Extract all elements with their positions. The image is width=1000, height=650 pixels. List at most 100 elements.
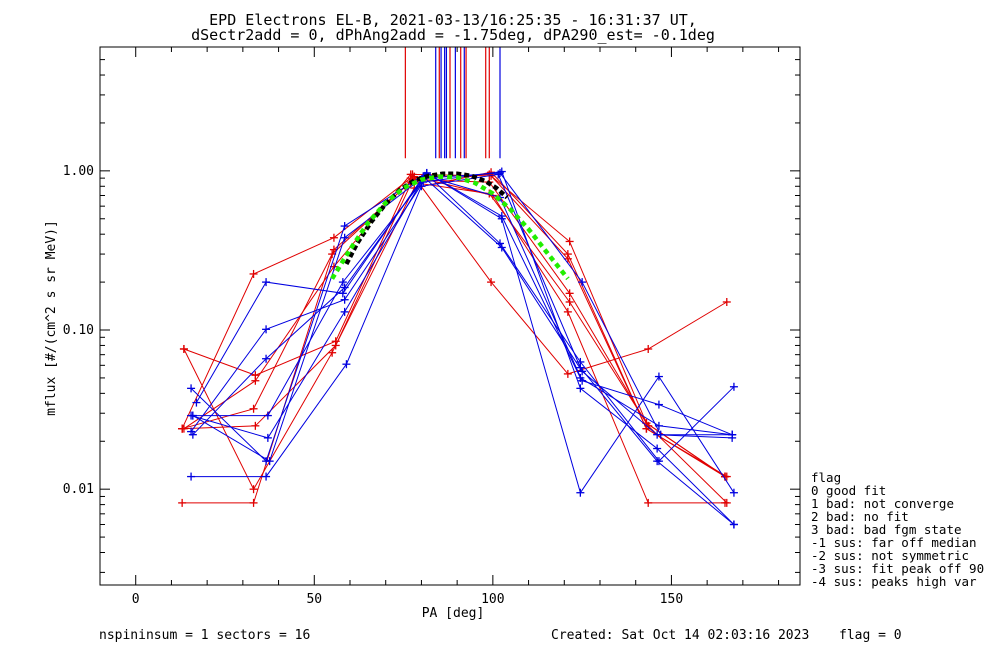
data-point (654, 421, 663, 430)
fit-curve-black (344, 171, 509, 266)
series-line (192, 172, 733, 436)
series-line (183, 173, 728, 376)
series-line (190, 175, 733, 439)
data-point (565, 237, 574, 246)
data-point (497, 212, 506, 221)
data-point (644, 344, 653, 353)
data-point (565, 289, 574, 298)
chart-title-line1: EPD Electrons EL-B, 2021-03-13/16:25:35 … (209, 11, 697, 29)
data-point (654, 372, 663, 381)
data-point (187, 472, 196, 481)
legend-line: -3 sus: fit peak off 90 (811, 561, 984, 576)
data-point (340, 295, 349, 304)
data-point (578, 367, 587, 376)
legend-line: -4 sus: peaks high var (811, 574, 977, 589)
series-line (183, 173, 728, 478)
data-point (565, 297, 574, 306)
series-line (182, 176, 725, 504)
data-point (338, 289, 347, 298)
data-point (262, 278, 271, 287)
data-point (249, 404, 258, 413)
series-line (181, 173, 726, 478)
data-point (340, 283, 349, 292)
data-point (263, 411, 272, 420)
data-point (487, 278, 496, 287)
data-point (578, 278, 587, 287)
series-line (192, 172, 733, 436)
series-line (191, 173, 735, 525)
data-point (187, 384, 196, 393)
data-point (340, 307, 349, 316)
series-line (190, 172, 735, 494)
chart-title-line2: dSectr2add = 0, dPhAng2add = -1.75deg, d… (191, 26, 715, 44)
legend-line: 2 bad: no fit (811, 509, 909, 524)
data-point (249, 498, 258, 507)
footer-created: Created: Sat Oct 14 02:03:16 2023 (551, 628, 809, 643)
data-point (340, 233, 349, 242)
data-point (417, 182, 426, 191)
data-point (192, 398, 201, 407)
data-point (653, 430, 662, 439)
data-point (728, 430, 737, 439)
data-point (187, 411, 196, 420)
data-point (263, 433, 272, 442)
footer-flag: flag = 0 (839, 628, 902, 643)
data-point (265, 457, 274, 466)
plot-area (178, 47, 738, 529)
x-tick-label: 100 (481, 592, 504, 607)
data-point (406, 170, 415, 179)
data-point (729, 488, 738, 497)
data-point (328, 348, 337, 357)
y-tick-label: 1.00 (63, 164, 94, 179)
data-point (251, 421, 260, 430)
y-axis-label: mflux [#/(cm^2 s sr MeV)] (44, 220, 59, 416)
legend-line: 0 good fit (811, 483, 886, 498)
legend-line: flag (811, 470, 841, 485)
legend-line: 1 bad: not converge (811, 496, 954, 511)
data-point (188, 430, 197, 439)
data-point (563, 307, 572, 316)
flag-legend: flag 0 good fit 1 bad: not converge 2 ba… (811, 470, 984, 589)
data-point (262, 472, 271, 481)
data-point (497, 243, 506, 252)
plot-frame (99, 46, 801, 586)
legend-line: -2 sus: not symmetric (811, 548, 969, 563)
data-point (729, 382, 738, 391)
data-point (329, 233, 338, 242)
data-point (251, 376, 260, 385)
fit-curve-green (330, 174, 570, 281)
series-line (181, 179, 726, 478)
y-tick-label: 0.01 (63, 482, 94, 497)
data-point (249, 485, 258, 494)
data-point (249, 269, 258, 278)
x-tick-label: 50 (306, 592, 322, 607)
data-point (494, 170, 503, 179)
data-point (654, 400, 663, 409)
series-line (192, 173, 735, 462)
legend-line: -1 sus: far off median (811, 535, 977, 550)
data-point (563, 369, 572, 378)
x-axis-label: PA [deg] (422, 606, 485, 621)
series-line (195, 175, 733, 439)
data-point (576, 488, 585, 497)
data-point (262, 325, 271, 334)
data-point (338, 278, 347, 287)
data-point (262, 354, 271, 363)
data-point (576, 363, 585, 372)
legend-line: 3 bad: bad fgm state (811, 522, 962, 537)
data-point (653, 457, 662, 466)
axes: 0 50 100 150 0.01 0.10 1.00 (63, 46, 801, 607)
footer-spin-info: nspininsum = 1 sectors = 16 (99, 628, 310, 643)
x-tick-label: 150 (660, 592, 683, 607)
data-point (576, 373, 585, 382)
data-point (653, 444, 662, 453)
data-point (179, 424, 188, 433)
series-line (190, 170, 735, 525)
data-point (722, 297, 731, 306)
data-point (729, 520, 738, 529)
data-point (644, 498, 653, 507)
data-point (342, 360, 351, 369)
data-point (340, 222, 349, 231)
data-point (178, 498, 187, 507)
